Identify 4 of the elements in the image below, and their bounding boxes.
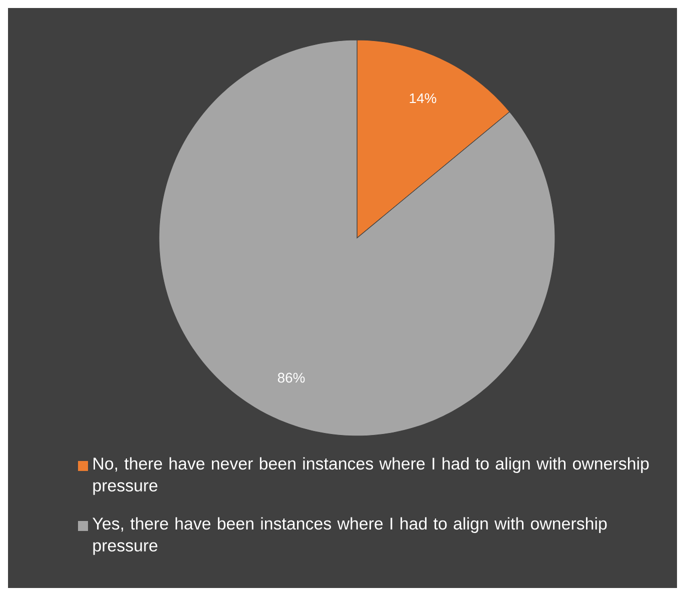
data-label: 14% <box>410 93 436 104</box>
legend-label: Yes, there have been instances where I had to align with ownership pressure <box>92 517 607 555</box>
legend-label: No, there have never been instances where I had to align with ownership pressure <box>93 457 649 495</box>
data-label: 86% <box>278 372 305 383</box>
